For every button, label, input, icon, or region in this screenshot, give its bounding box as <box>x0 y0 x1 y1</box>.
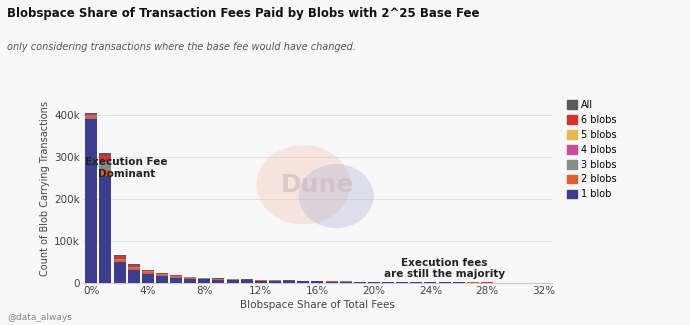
Bar <box>156 274 168 275</box>
Bar <box>142 270 154 271</box>
Bar <box>382 282 394 283</box>
Text: only considering transactions where the base fee would have changed.: only considering transactions where the … <box>7 42 356 52</box>
Bar <box>170 276 182 277</box>
X-axis label: Blobspace Share of Total Fees: Blobspace Share of Total Fees <box>240 300 395 310</box>
Bar <box>142 272 154 274</box>
Text: Dune: Dune <box>281 173 354 197</box>
Bar <box>170 278 182 283</box>
Bar <box>128 268 139 270</box>
Bar <box>156 273 168 274</box>
Bar <box>213 280 224 283</box>
Text: Execution Fee
Dominant: Execution Fee Dominant <box>86 157 168 179</box>
Bar <box>269 280 281 281</box>
Bar <box>99 176 111 283</box>
Bar <box>354 282 366 283</box>
Text: @data_always: @data_always <box>7 313 72 322</box>
Bar <box>368 282 380 283</box>
Bar <box>99 170 111 176</box>
Bar <box>311 281 324 283</box>
Bar <box>326 282 337 283</box>
Bar <box>297 281 309 283</box>
Bar <box>128 265 139 267</box>
Bar <box>99 155 111 161</box>
Bar <box>411 282 422 283</box>
Bar <box>424 282 437 283</box>
Bar <box>128 270 139 283</box>
Ellipse shape <box>299 164 374 228</box>
Bar <box>114 256 126 259</box>
Bar <box>86 116 97 117</box>
Bar <box>255 281 267 283</box>
Bar <box>114 260 126 262</box>
Bar <box>142 274 154 283</box>
Bar <box>114 255 126 256</box>
Bar <box>198 280 210 283</box>
Bar <box>128 264 139 265</box>
Bar <box>283 281 295 283</box>
Bar <box>86 119 97 283</box>
Y-axis label: Count of Blob Carrying Transactions: Count of Blob Carrying Transactions <box>40 101 50 276</box>
Bar <box>213 279 224 280</box>
Bar <box>128 267 139 268</box>
Bar <box>170 277 182 278</box>
Bar <box>184 278 196 279</box>
Bar <box>86 113 97 114</box>
Bar <box>99 153 111 155</box>
Bar <box>86 117 97 119</box>
Bar <box>241 280 253 283</box>
Bar <box>396 282 408 283</box>
Bar <box>142 271 154 272</box>
Bar <box>198 279 210 280</box>
Bar <box>226 280 239 283</box>
Text: Execution fees
are still the majority: Execution fees are still the majority <box>384 258 505 279</box>
Bar <box>156 276 168 283</box>
Legend: All, 6 blobs, 5 blobs, 4 blobs, 3 blobs, 2 blobs, 1 blob: All, 6 blobs, 5 blobs, 4 blobs, 3 blobs,… <box>566 99 618 200</box>
Bar <box>86 114 97 115</box>
Bar <box>269 281 281 283</box>
Bar <box>339 282 352 283</box>
Bar <box>439 282 451 283</box>
Bar <box>114 262 126 283</box>
Bar <box>99 161 111 170</box>
Bar <box>184 279 196 283</box>
Text: Blobspace Share of Transaction Fees Paid by Blobs with 2^25 Base Fee: Blobspace Share of Transaction Fees Paid… <box>7 6 480 20</box>
Bar <box>114 259 126 260</box>
Bar <box>156 275 168 276</box>
Ellipse shape <box>257 145 351 224</box>
Bar <box>255 280 267 281</box>
